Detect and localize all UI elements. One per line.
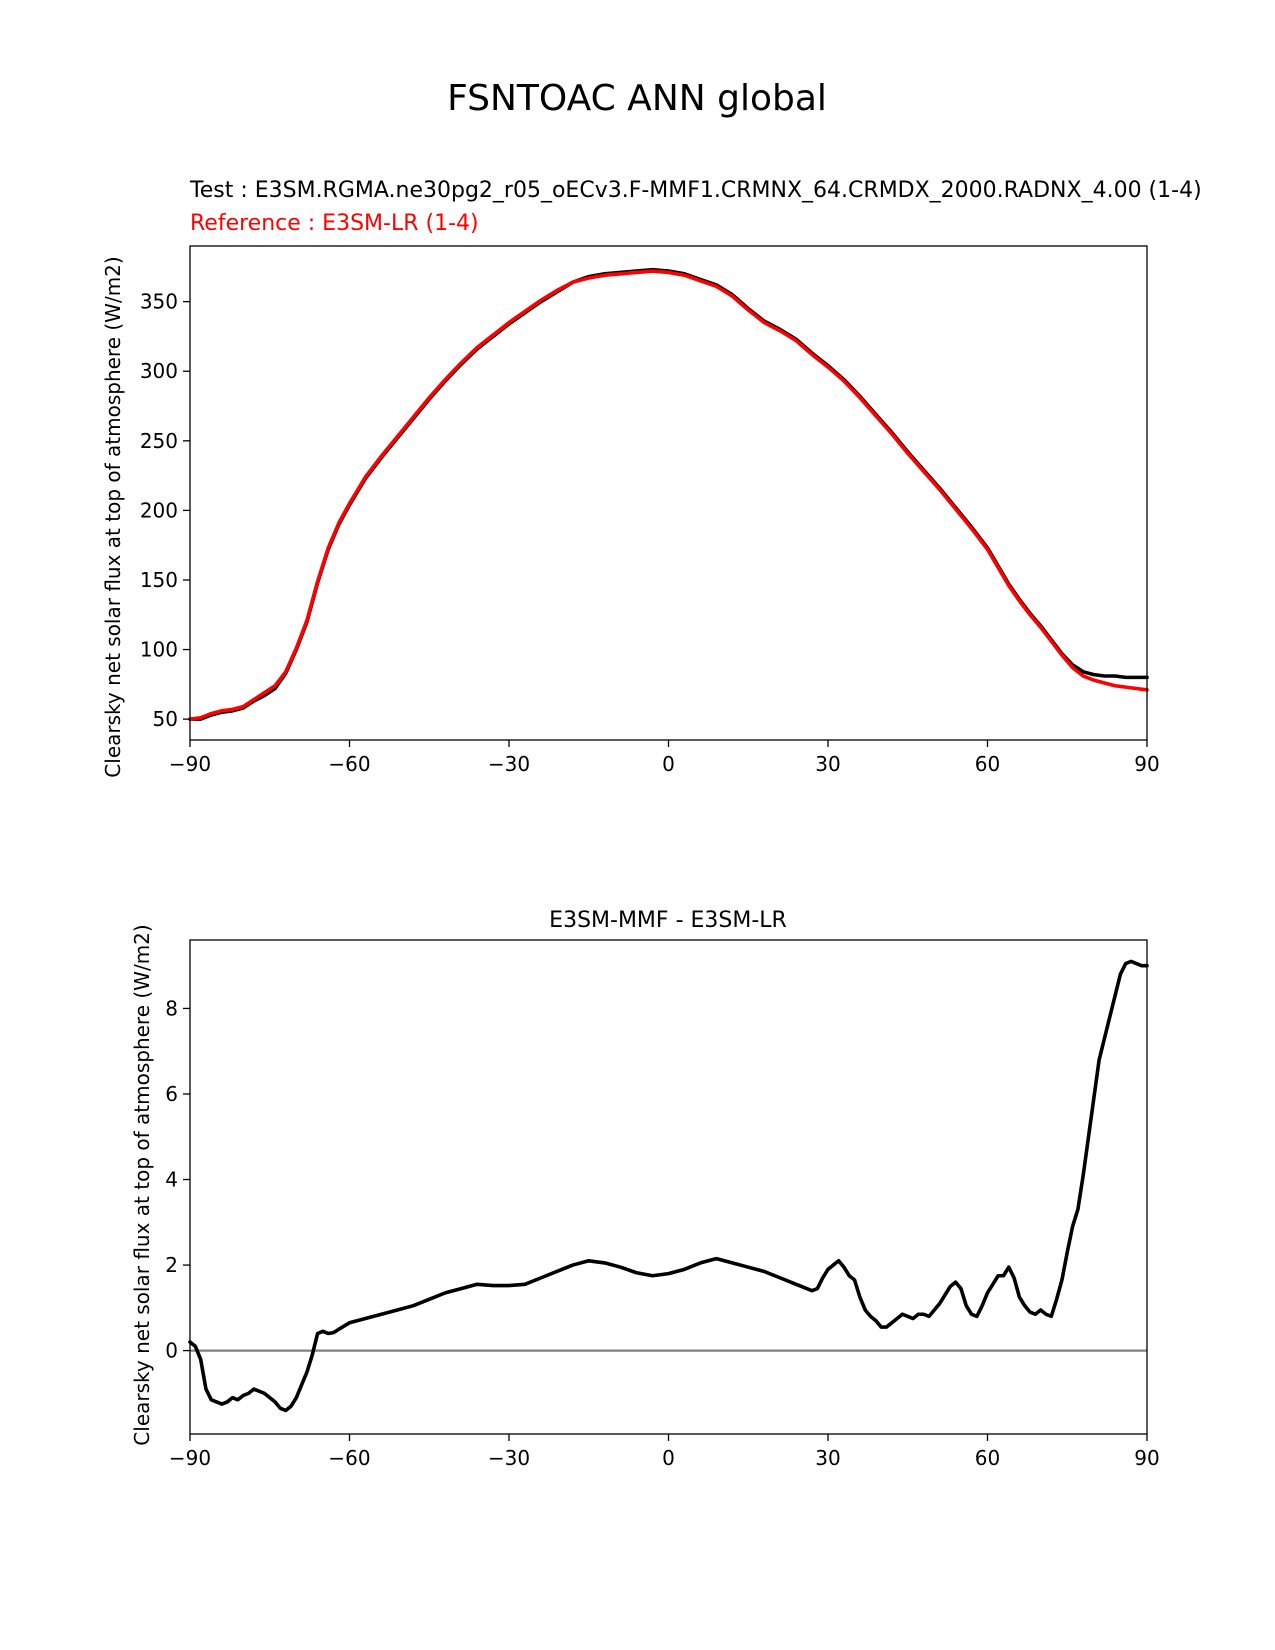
reference-subtitle: Reference : E3SM-LR (1-4) xyxy=(190,211,479,236)
bottom-y-tick-label: 8 xyxy=(165,996,178,1020)
bottom-y-tick-label: 0 xyxy=(165,1339,178,1363)
bottom-axes-frame xyxy=(189,939,1148,1435)
bottom-y-axis-label: Clearsky net solar flux at top of atmosp… xyxy=(130,924,154,1445)
bottom-panel: E3SM-MMF - E3SM-LR Clearsky net solar fl… xyxy=(130,908,1160,1470)
top-axes-frame xyxy=(189,245,1148,741)
top-series-line-test xyxy=(188,267,1149,721)
test-subtitle: Test : E3SM.RGMA.ne30pg2_r05_oECv3.F-MMF… xyxy=(189,178,1202,203)
top-plot-area: −90 −60 −30 0 30 60 90 50 100 150 200 250 300 350 xyxy=(140,267,1160,776)
top-y-tick-label: 150 xyxy=(140,568,178,592)
bottom-plot-area: −90 −60 −30 0 30 60 90 0 2 4 6 8 xyxy=(165,959,1160,1470)
top-x-tick-label: 60 xyxy=(975,752,1000,776)
bottom-x-tick-label: 0 xyxy=(662,1446,675,1470)
top-panel: Test : E3SM.RGMA.ne30pg2_r05_oECv3.F-MMF… xyxy=(101,178,1202,778)
top-y-tick-label: 200 xyxy=(140,498,178,522)
bottom-x-tick-label: 30 xyxy=(815,1446,840,1470)
bottom-series-line-difference xyxy=(188,959,1149,1413)
top-y-tick-label: 100 xyxy=(140,638,178,662)
bottom-y-tick-label: 2 xyxy=(165,1253,178,1277)
top-x-tick-label: 0 xyxy=(662,752,675,776)
bottom-x-tick-label: 90 xyxy=(1134,1446,1159,1470)
top-y-axis-label: Clearsky net solar flux at top of atmosp… xyxy=(101,256,125,777)
bottom-x-tick-label: −60 xyxy=(328,1446,370,1470)
top-y-tick-label: 250 xyxy=(140,429,178,453)
top-y-tick-label: 50 xyxy=(153,707,178,731)
bottom-x-tick-label: 60 xyxy=(975,1446,1000,1470)
top-y-tick-label: 300 xyxy=(140,359,178,383)
bottom-x-tick-label: −90 xyxy=(169,1446,211,1470)
bottom-x-tick-label: −30 xyxy=(488,1446,530,1470)
top-series-line-reference xyxy=(188,269,1149,721)
top-y-tick-label: 350 xyxy=(140,290,178,314)
top-x-tick-label: −30 xyxy=(488,752,530,776)
difference-subtitle: E3SM-MMF - E3SM-LR xyxy=(549,908,787,933)
top-x-tick-label: −60 xyxy=(328,752,370,776)
bottom-y-tick-label: 4 xyxy=(165,1168,178,1192)
figure-title: FSNTOAC ANN global xyxy=(447,78,827,119)
top-x-tick-label: −90 xyxy=(169,752,211,776)
top-x-tick-label: 30 xyxy=(815,752,840,776)
bottom-y-tick-label: 6 xyxy=(165,1082,178,1106)
top-x-tick-label: 90 xyxy=(1134,752,1159,776)
